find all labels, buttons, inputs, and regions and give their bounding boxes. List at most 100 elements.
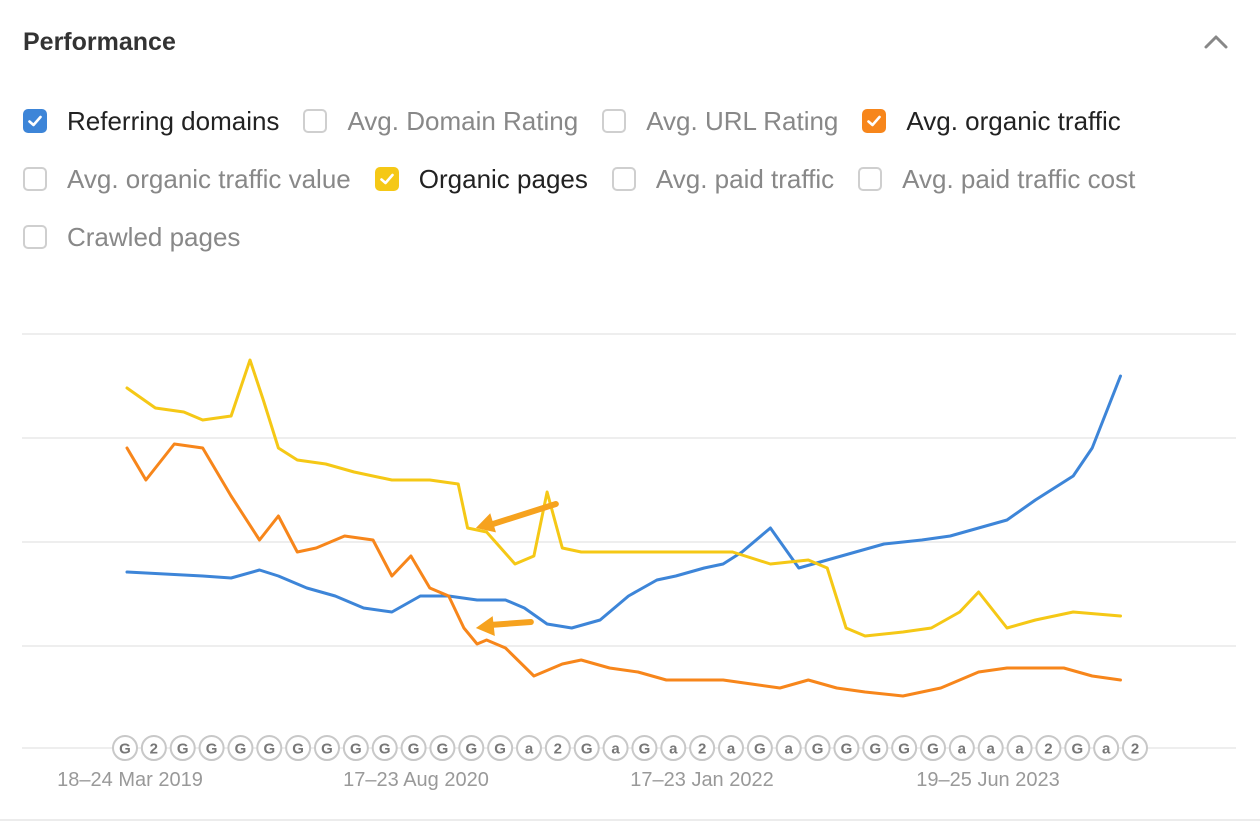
event-marker[interactable]: G — [862, 735, 889, 761]
annotation-arrow-shaft — [486, 501, 559, 528]
checkbox-box[interactable] — [862, 109, 887, 133]
event-marker-label: G — [494, 741, 506, 758]
event-marker-label: 2 — [150, 741, 158, 758]
event-marker-label: G — [379, 741, 391, 758]
event-marker[interactable]: G — [631, 735, 658, 761]
event-marker[interactable]: G — [804, 735, 831, 761]
event-marker-label: a — [669, 741, 678, 758]
checkbox-avg-domain-rating[interactable]: Avg. Domain Rating — [303, 106, 578, 137]
checkbox-crawled-pages[interactable]: Crawled pages — [23, 222, 240, 253]
event-marker[interactable]: G — [342, 735, 369, 761]
event-marker[interactable]: G — [1064, 735, 1091, 761]
checkbox-box[interactable] — [374, 167, 399, 191]
checkbox-referring-domains[interactable]: Referring domains — [23, 106, 279, 137]
event-marker-circle — [833, 735, 860, 761]
series-line-organic-pages — [125, 358, 1122, 638]
event-marker[interactable]: G — [920, 735, 946, 761]
series-line-referring-domains — [125, 374, 1122, 630]
event-marker[interactable]: 2 — [689, 735, 716, 761]
event-marker-label: G — [437, 741, 449, 758]
event-marker-circle — [775, 735, 802, 761]
checkbox-box[interactable] — [23, 167, 47, 191]
event-marker[interactable]: G — [833, 735, 860, 761]
event-marker[interactable]: G — [458, 735, 485, 761]
x-tick-label: 19–25 Jun 2023 — [916, 769, 1059, 791]
event-marker[interactable]: 2 — [1035, 735, 1062, 761]
series-line-avg-organic-traffic — [125, 442, 1122, 698]
checkbox-box[interactable] — [858, 167, 883, 191]
event-marker-circle — [198, 735, 225, 761]
event-marker[interactable]: a — [1093, 735, 1120, 761]
event-marker[interactable]: G — [285, 735, 312, 761]
event-marker[interactable]: G — [429, 735, 456, 761]
collapse-chevron-up-icon[interactable] — [1202, 30, 1230, 54]
checkbox-box[interactable] — [23, 109, 47, 133]
event-marker-label: G — [1071, 741, 1083, 758]
event-marker[interactable]: G — [227, 735, 254, 761]
event-marker[interactable]: a — [775, 735, 802, 761]
checkbox-label: Avg. URL Rating — [646, 105, 839, 136]
event-marker-circle — [458, 735, 485, 761]
event-marker-label: G — [206, 741, 218, 758]
event-marker[interactable]: a — [516, 735, 542, 761]
event-marker[interactable]: 2 — [544, 735, 571, 761]
checkbox-box[interactable] — [611, 167, 636, 191]
event-marker-circle — [342, 735, 369, 761]
event-marker-label: G — [927, 741, 939, 758]
event-marker-circle — [285, 735, 312, 761]
checkbox-avg-url-rating[interactable]: Avg. URL Rating — [602, 106, 838, 137]
checkbox-box[interactable] — [602, 109, 627, 133]
event-marker[interactable]: G — [371, 735, 398, 761]
event-marker-circle — [544, 735, 571, 761]
checkmark-icon — [28, 115, 42, 127]
event-marker[interactable]: G — [891, 735, 918, 761]
checkbox-avg-organic-traffic-value[interactable]: Avg. organic traffic value — [23, 164, 351, 195]
event-marker-circle — [1035, 735, 1062, 761]
event-marker-circle — [920, 735, 946, 761]
event-marker[interactable]: a — [948, 735, 975, 761]
event-marker[interactable]: G — [746, 735, 773, 761]
checkbox-avg-paid-traffic[interactable]: Avg. paid traffic — [611, 163, 835, 195]
event-marker[interactable]: 2 — [1122, 735, 1148, 761]
checkbox-box[interactable] — [303, 109, 328, 133]
event-marker-label: G — [119, 741, 131, 758]
annotation-arrow-shaft — [486, 619, 534, 628]
event-marker-circle — [660, 735, 687, 761]
checkbox-box[interactable] — [23, 225, 47, 249]
event-marker[interactable]: G — [314, 735, 340, 761]
checkbox-avg-organic-traffic[interactable]: Avg. organic traffic — [862, 106, 1121, 137]
event-marker-label: G — [869, 741, 881, 758]
event-marker-circle — [256, 735, 283, 761]
annotation-arrow-head — [475, 513, 496, 533]
event-marker[interactable]: a — [1006, 735, 1033, 761]
event-marker[interactable]: a — [718, 735, 744, 761]
event-marker[interactable]: G — [400, 735, 427, 761]
event-marker-label: a — [1102, 741, 1111, 758]
event-marker[interactable]: 2 — [140, 735, 167, 761]
event-marker[interactable]: G — [198, 735, 225, 761]
checkbox-label: Crawled pages — [67, 221, 241, 252]
event-marker-circle — [631, 735, 658, 761]
event-marker-circle — [112, 735, 138, 761]
event-marker-label: G — [177, 741, 189, 758]
event-marker[interactable]: G — [112, 735, 138, 761]
event-marker[interactable]: a — [977, 735, 1004, 761]
event-marker-circle — [400, 735, 427, 761]
event-marker-label: G — [812, 741, 824, 758]
event-marker-circle — [602, 735, 629, 761]
event-marker[interactable]: a — [602, 735, 629, 761]
event-marker[interactable]: G — [573, 735, 600, 761]
event-marker[interactable]: G — [487, 735, 514, 761]
event-marker-label: a — [611, 741, 620, 758]
checkbox-avg-paid-traffic-cost[interactable]: Avg. paid traffic cost — [858, 164, 1135, 195]
checkbox-label: Avg. paid traffic — [655, 163, 835, 194]
event-marker[interactable]: a — [660, 735, 687, 761]
event-marker-circle — [1122, 735, 1148, 761]
event-marker-label: G — [841, 741, 853, 758]
checkbox-organic-pages[interactable]: Organic pages — [374, 164, 588, 195]
event-marker[interactable]: G — [169, 735, 196, 761]
x-tick-label: 17–23 Jan 2022 — [630, 769, 773, 791]
event-marker-circle — [573, 735, 600, 761]
event-marker[interactable]: G — [256, 735, 283, 761]
